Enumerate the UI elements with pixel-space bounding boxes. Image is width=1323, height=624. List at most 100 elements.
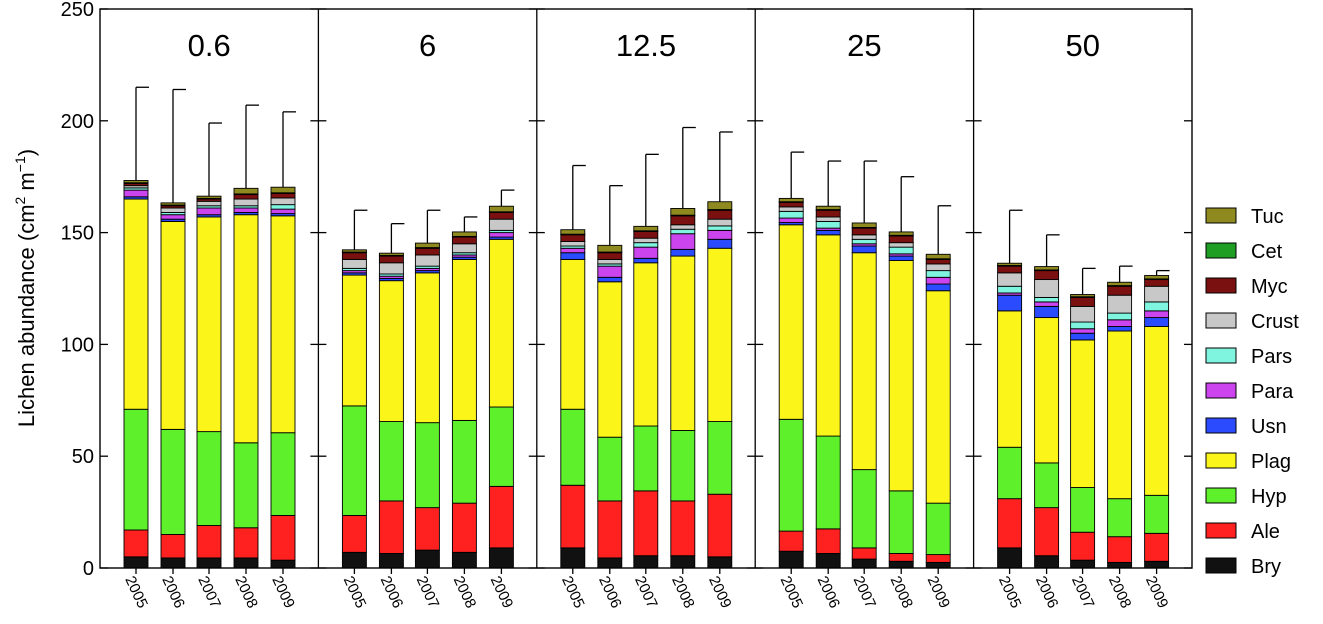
bar-segment-pars bbox=[888, 246, 914, 255]
bar-segment-ale bbox=[851, 547, 877, 560]
bar-segment-plag bbox=[160, 220, 186, 430]
bar-segment-hyp bbox=[888, 490, 914, 554]
x-tick-label: 2009 bbox=[1142, 574, 1172, 611]
bar-segment-bry bbox=[1034, 555, 1060, 569]
bar-segment-plag bbox=[1144, 326, 1170, 496]
bar-segment-hyp bbox=[378, 421, 404, 502]
bar-segment-pars bbox=[270, 204, 296, 210]
bar-segment-pars bbox=[1144, 301, 1170, 312]
legend-label-cet: Cet bbox=[1251, 241, 1283, 263]
bar-segment-bry bbox=[233, 557, 259, 569]
bar-segment-usn bbox=[633, 257, 659, 264]
bar-segment-hyp bbox=[123, 408, 149, 531]
bar-segment-myc bbox=[815, 209, 841, 218]
bar-segment-pars bbox=[1107, 312, 1133, 321]
legend-swatch-crust bbox=[1205, 312, 1237, 329]
bar-segment-plag bbox=[233, 214, 259, 444]
bar-segment-plag bbox=[488, 238, 514, 408]
bar-segment-plag bbox=[997, 310, 1023, 448]
bar-segment-ale bbox=[925, 554, 951, 563]
bar-segment-hyp bbox=[1107, 498, 1133, 538]
bar-segment-crust bbox=[378, 262, 404, 275]
bar-segment-tuc bbox=[233, 187, 259, 195]
bar-segment-tuc bbox=[925, 253, 951, 260]
bar-segment-plag bbox=[196, 216, 222, 433]
y-axis-label-sup2: −1 bbox=[12, 156, 28, 172]
bar-segment-hyp bbox=[451, 419, 477, 504]
bar-segment-crust bbox=[997, 272, 1023, 287]
x-tick-label: 2009 bbox=[924, 574, 954, 611]
bar-segment-pars bbox=[633, 242, 659, 248]
bar-segment-ale bbox=[815, 528, 841, 554]
bar-segment-myc bbox=[925, 258, 951, 265]
bar-segment-hyp bbox=[160, 428, 186, 535]
legend-swatch-cet bbox=[1205, 242, 1237, 259]
bar-segment-usn bbox=[1107, 326, 1133, 332]
bar-segment-crust bbox=[196, 200, 222, 207]
x-tick-label: 2006 bbox=[595, 574, 625, 611]
bar-segment-ale bbox=[888, 553, 914, 562]
bar-segment-tuc bbox=[560, 229, 586, 235]
legend-swatch-pars bbox=[1205, 347, 1237, 364]
bar-segment-hyp bbox=[925, 502, 951, 556]
bar-segment-hyp bbox=[233, 442, 259, 529]
bar-segment-crust bbox=[851, 234, 877, 240]
bar-segment-crust bbox=[451, 243, 477, 254]
bar-segment-ale bbox=[597, 500, 623, 559]
bar-segment-tuc bbox=[997, 262, 1023, 266]
bar-segment-plag bbox=[1107, 330, 1133, 500]
bar-segment-usn bbox=[597, 276, 623, 283]
bar-segment-myc bbox=[1034, 270, 1060, 281]
x-tick-label: 2005 bbox=[340, 574, 370, 611]
x-tick-label: 2006 bbox=[814, 574, 844, 611]
bar-segment-bry bbox=[196, 557, 222, 569]
x-tick-label: 2008 bbox=[450, 574, 480, 611]
bar-segment-para bbox=[488, 232, 514, 238]
bar-segment-para bbox=[270, 208, 296, 215]
bar-segment-bry bbox=[888, 560, 914, 569]
legend-swatch-myc bbox=[1205, 277, 1237, 294]
bar-segment-usn bbox=[1070, 332, 1096, 341]
legend: Tuc Cet Myc Crust Pars Para Usn Plag Hyp Ale Bry bbox=[1205, 206, 1299, 578]
bar-segment-pars bbox=[1034, 296, 1060, 303]
bar-segment-crust bbox=[414, 254, 440, 267]
bar-segment-plag bbox=[1034, 317, 1060, 464]
bar-segment-hyp bbox=[778, 418, 804, 532]
legend-label-myc: Myc bbox=[1251, 276, 1288, 298]
bar-segment-tuc bbox=[196, 195, 222, 199]
bar-segment-crust bbox=[233, 198, 259, 207]
bar-segment-plag bbox=[851, 252, 877, 471]
bar-segment-bry bbox=[1144, 560, 1170, 569]
bar-segment-myc bbox=[488, 212, 514, 220]
bar-segment-plag bbox=[341, 274, 367, 407]
bar-segment-para bbox=[560, 247, 586, 254]
bar-segment-plag bbox=[925, 290, 951, 504]
y-axis-label-sup1: 2 bbox=[12, 196, 28, 204]
bar-segment-pars bbox=[778, 210, 804, 219]
bar-segment-crust bbox=[778, 206, 804, 212]
bar-segment-plag bbox=[270, 215, 296, 434]
bar-segment-usn bbox=[888, 255, 914, 262]
bar-segment-bry bbox=[707, 556, 733, 569]
x-tick-label: 2008 bbox=[887, 574, 917, 611]
bar-segment-tuc bbox=[414, 242, 440, 249]
bar-segment-pars bbox=[925, 270, 951, 278]
bar-segment-myc bbox=[670, 215, 696, 226]
bar-segment-plag bbox=[414, 272, 440, 424]
x-tick-label: 2007 bbox=[1068, 574, 1098, 611]
bar-segment-plag bbox=[888, 260, 914, 492]
bar-segment-crust bbox=[341, 258, 367, 269]
y-tick-label: 50 bbox=[72, 446, 94, 468]
bar-segment-myc bbox=[851, 227, 877, 236]
bar-segment-myc bbox=[1144, 279, 1170, 287]
bar-segment-bry bbox=[778, 550, 804, 569]
bar-segment-bry bbox=[851, 558, 877, 569]
bar-segment-myc bbox=[633, 231, 659, 239]
bar-segment-bry bbox=[560, 547, 586, 569]
bar-segment-ale bbox=[1107, 536, 1133, 563]
legend-label-para: Para bbox=[1251, 381, 1294, 403]
bar-segment-crust bbox=[1034, 279, 1060, 298]
bar-segment-tuc bbox=[1070, 294, 1096, 298]
